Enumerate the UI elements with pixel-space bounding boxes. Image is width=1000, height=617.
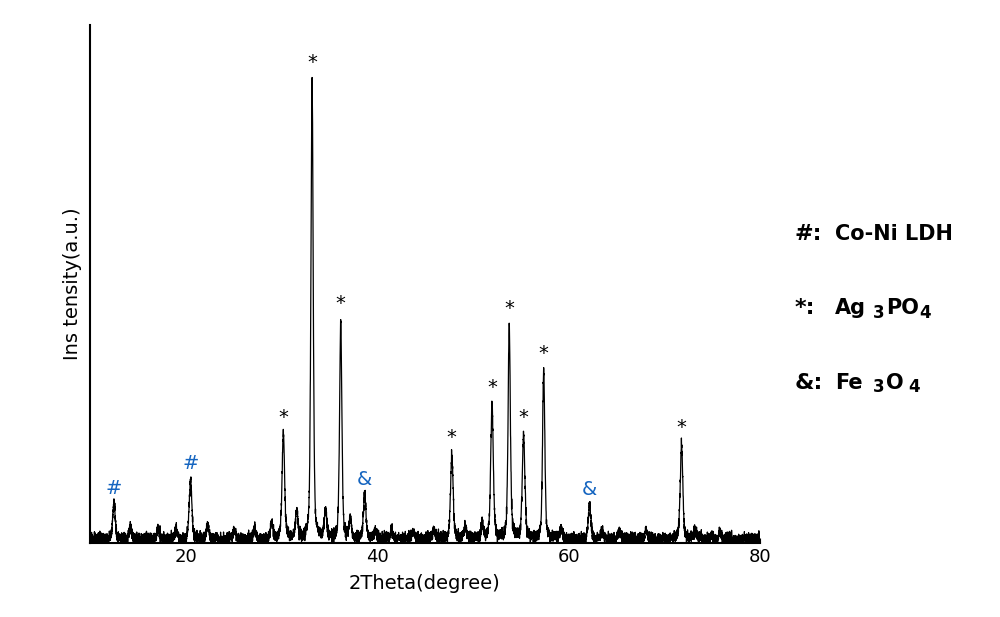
Text: *: * — [504, 299, 514, 318]
Text: #:: #: — [795, 225, 822, 244]
Text: *: * — [336, 294, 346, 313]
Text: *: * — [307, 52, 317, 72]
Text: *: * — [539, 344, 549, 363]
Text: *: * — [677, 418, 686, 437]
Text: #: # — [106, 479, 122, 497]
Text: 4: 4 — [919, 304, 931, 323]
Text: 3: 3 — [873, 304, 885, 323]
Text: Ag: Ag — [835, 299, 866, 318]
Text: *: * — [519, 408, 529, 427]
Text: #: # — [182, 454, 199, 473]
Text: *: * — [447, 428, 457, 447]
Text: PO: PO — [886, 299, 919, 318]
Text: Co-Ni LDH: Co-Ni LDH — [835, 225, 953, 244]
Text: 4: 4 — [908, 378, 920, 397]
Text: &: & — [357, 470, 372, 489]
Text: 3: 3 — [873, 378, 885, 397]
Text: *: * — [278, 408, 288, 427]
Text: *: * — [487, 378, 497, 397]
Text: O: O — [886, 373, 904, 392]
Y-axis label: Ins tensity(a.u.): Ins tensity(a.u.) — [63, 207, 82, 360]
Text: &:: &: — [795, 373, 823, 392]
Text: &: & — [582, 479, 597, 499]
Text: Fe: Fe — [835, 373, 863, 392]
X-axis label: 2Theta(degree): 2Theta(degree) — [349, 574, 501, 593]
Text: *:: *: — [795, 299, 816, 318]
